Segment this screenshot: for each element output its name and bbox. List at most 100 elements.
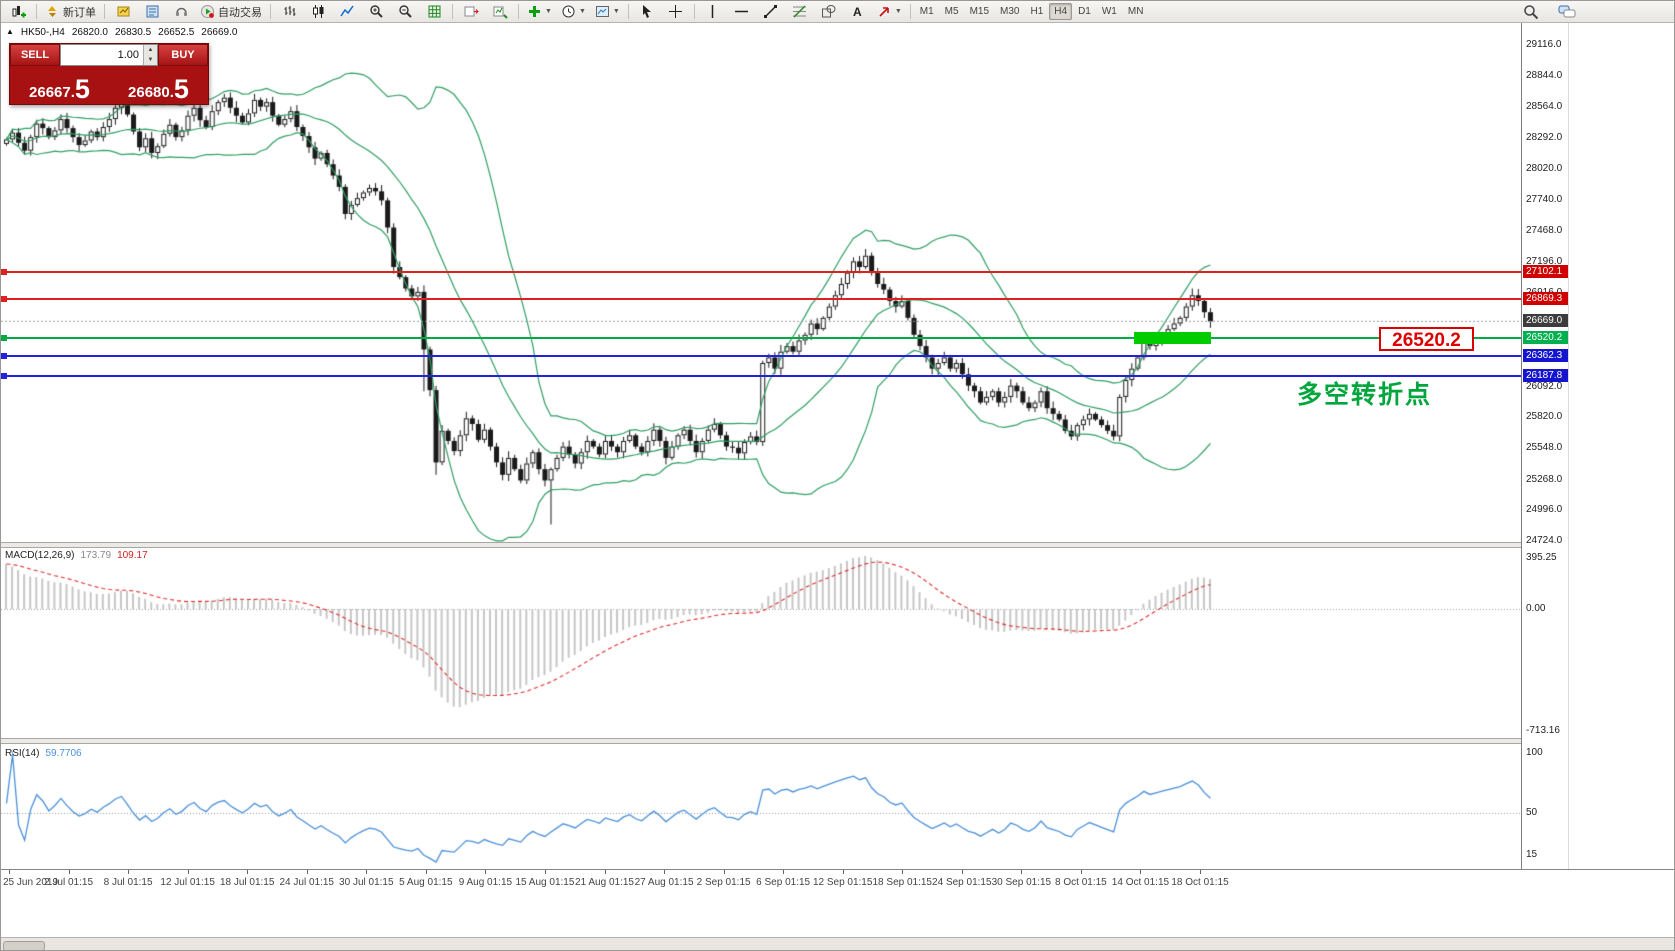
time-tick xyxy=(9,870,10,874)
pane-splitter[interactable] xyxy=(1,738,1674,744)
time-tick xyxy=(306,870,308,874)
volume-stepper[interactable]: 1.00 ▲ ▼ xyxy=(60,44,158,66)
crosshair-button[interactable] xyxy=(662,1,690,23)
shapes-button[interactable] xyxy=(815,1,843,23)
headset-icon xyxy=(175,7,187,16)
indicators-button[interactable]: ▼ xyxy=(523,1,556,23)
periods-button[interactable]: ▼ xyxy=(557,1,590,23)
macd-scale-zero: 0.00 xyxy=(1526,603,1546,614)
line-chart-button[interactable] xyxy=(333,1,361,23)
chart-shift-button[interactable] xyxy=(457,1,485,23)
timeframe-m30[interactable]: M30 xyxy=(1000,6,1020,17)
buy-button[interactable]: BUY xyxy=(158,44,208,66)
price-tick-label: 27196.0 xyxy=(1526,255,1563,267)
timeframe-m1[interactable]: M1 xyxy=(919,6,934,17)
new-chart-button[interactable] xyxy=(4,1,32,23)
time-label: 8 Oct 01:15 xyxy=(1055,877,1107,888)
time-tick xyxy=(664,870,666,874)
scrollbar-thumb[interactable] xyxy=(3,941,45,950)
volume-value[interactable]: 1.00 xyxy=(117,49,139,61)
timeframe-w1[interactable]: W1 xyxy=(1101,6,1117,17)
main-chart-canvas[interactable] xyxy=(1,23,1521,542)
time-tick xyxy=(366,870,368,874)
text-button[interactable]: A xyxy=(844,1,872,23)
vertical-line-button[interactable] xyxy=(699,1,727,23)
market-watch-button[interactable] xyxy=(109,1,137,23)
macd-indicator-label: MACD(12,26,9) 173.79 109.17 xyxy=(5,550,148,561)
time-tick xyxy=(723,870,725,874)
trendline-button[interactable] xyxy=(757,1,785,23)
new-order-label: 新订单 xyxy=(63,6,96,19)
time-label: 18 Sep 01:15 xyxy=(872,877,933,888)
time-tick xyxy=(604,870,606,874)
time-tick xyxy=(1021,870,1023,874)
timeframe-m5[interactable]: M5 xyxy=(944,6,959,17)
time-tick xyxy=(187,870,189,874)
chart-shift-icon xyxy=(464,6,479,17)
bar-chart-button[interactable] xyxy=(275,1,303,23)
sell-button[interactable]: SELL xyxy=(10,44,60,66)
toolbar-separator xyxy=(627,4,629,19)
buy-price[interactable]: 26680. 5 xyxy=(109,66,208,104)
time-label: 12 Jul 01:15 xyxy=(160,877,215,888)
time-label: 12 Sep 01:15 xyxy=(812,877,873,888)
chat-button[interactable] xyxy=(1553,1,1581,23)
data-window-button[interactable] xyxy=(138,1,166,23)
autotrading-label: 自动交易 xyxy=(218,6,262,19)
zoom-in-button[interactable] xyxy=(362,1,390,23)
volume-up-button[interactable]: ▲ xyxy=(144,45,157,55)
autotrading-button[interactable]: 自动交易 xyxy=(196,1,266,23)
arrows-button[interactable]: ▼ xyxy=(873,1,906,23)
search-button[interactable] xyxy=(1517,1,1545,23)
time-tick xyxy=(68,870,70,874)
toolbar-separator xyxy=(36,4,37,19)
ohlc-close: 26669.0 xyxy=(201,27,238,38)
rsi-canvas[interactable] xyxy=(1,746,1521,869)
new-order-button[interactable]: 新订单 xyxy=(41,1,100,23)
strategy-tester-button[interactable] xyxy=(167,1,195,23)
fibonacci-button[interactable] xyxy=(786,1,814,23)
candlestick-button[interactable] xyxy=(304,1,332,23)
turning-point-annotation[interactable]: 多空转折点 xyxy=(1297,381,1433,409)
auto-arrange-button[interactable] xyxy=(420,1,448,23)
price-tick-label: 25820.0 xyxy=(1526,411,1563,423)
price-callout-label[interactable]: 26520.2 xyxy=(1379,327,1474,351)
cursor-icon xyxy=(643,5,652,18)
toolbar-separator xyxy=(104,4,105,19)
auto-scroll-button[interactable] xyxy=(486,1,514,23)
chat-icon xyxy=(1558,5,1576,18)
timeframe-h1[interactable]: H1 xyxy=(1030,6,1044,17)
timeframe-d1[interactable]: D1 xyxy=(1078,6,1091,17)
auto-scroll-icon xyxy=(493,6,508,19)
time-tick xyxy=(544,870,546,874)
time-tick xyxy=(128,870,130,874)
toolbar-separator xyxy=(270,4,271,19)
ohlc-open: 26820.0 xyxy=(71,27,108,38)
horizontal-line-button[interactable] xyxy=(728,1,756,23)
zoom-out-button[interactable] xyxy=(391,1,419,23)
symbol-info: ▲ HK50-,H4 26820.0 26830.5 26652.5 26669… xyxy=(6,27,237,38)
timeframe-h4[interactable]: H4 xyxy=(1049,3,1073,20)
sell-price[interactable]: 26667. 5 xyxy=(10,66,109,104)
timeframe-mn[interactable]: MN xyxy=(1127,6,1144,17)
timeframe-m15[interactable]: M15 xyxy=(969,6,990,17)
volume-down-button[interactable]: ▼ xyxy=(144,55,157,65)
macd-canvas[interactable] xyxy=(1,548,1521,738)
bottom-scrollbar[interactable] xyxy=(1,937,1674,950)
price-axis[interactable]: 395.25 0.00 -713.16 100 50 15 29116.0 288… xyxy=(1521,23,1568,869)
rsi-name: RSI(14) xyxy=(5,748,40,759)
time-axis[interactable]: 25 Jun 2019 2 Jul 01:15 8 Jul 01:15 12 Jul … xyxy=(1,869,1674,893)
toolbar-separator xyxy=(909,4,911,19)
toolbar-separator xyxy=(518,4,519,19)
price-tick-label: 27740.0 xyxy=(1526,194,1563,206)
pane-splitter[interactable] xyxy=(1,542,1674,548)
price-tick-label: 26092.0 xyxy=(1526,380,1563,392)
candlestick-icon xyxy=(312,5,323,18)
cursor-button[interactable] xyxy=(633,1,661,23)
price-tick-label: 27468.0 xyxy=(1526,225,1563,237)
macd-signal-value: 109.17 xyxy=(117,550,148,561)
crosshair-icon xyxy=(669,5,683,18)
autotrading-icon xyxy=(201,5,214,18)
templates-button[interactable]: ▼ xyxy=(591,1,624,23)
ohlc-high: 26830.5 xyxy=(114,27,152,38)
